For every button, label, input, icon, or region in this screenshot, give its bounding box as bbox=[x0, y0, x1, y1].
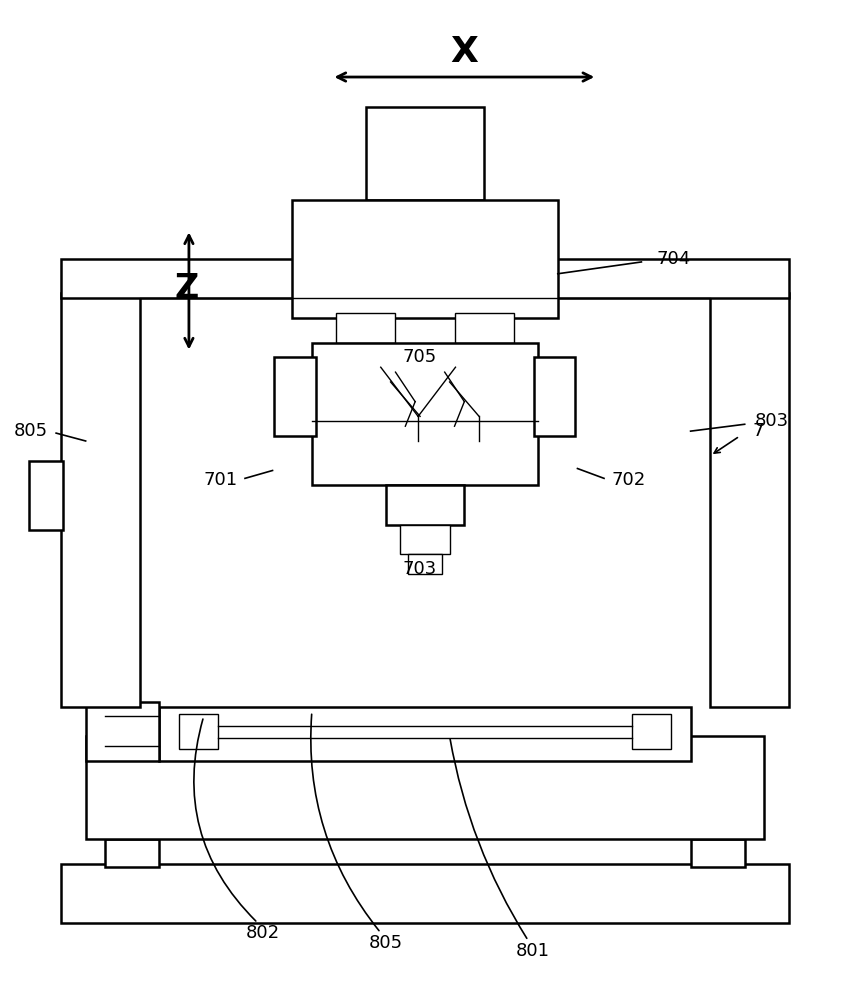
Bar bbox=[29, 461, 63, 530]
Bar bbox=[312, 343, 538, 485]
Text: 7: 7 bbox=[752, 422, 764, 440]
Bar bbox=[61, 864, 789, 923]
Text: 805: 805 bbox=[14, 422, 48, 440]
Bar bbox=[400, 525, 450, 554]
Bar bbox=[386, 485, 464, 525]
Bar bbox=[292, 200, 558, 318]
Bar bbox=[690, 839, 745, 867]
Bar bbox=[408, 554, 442, 574]
Text: 802: 802 bbox=[246, 924, 280, 942]
Bar bbox=[61, 259, 789, 298]
Text: 803: 803 bbox=[755, 412, 789, 430]
Bar bbox=[105, 839, 160, 867]
Bar bbox=[61, 293, 139, 707]
Bar bbox=[337, 313, 395, 343]
Bar bbox=[632, 714, 671, 749]
Bar bbox=[711, 293, 789, 707]
Bar bbox=[179, 714, 218, 749]
Bar bbox=[160, 707, 690, 761]
Text: 702: 702 bbox=[612, 471, 646, 489]
Text: 805: 805 bbox=[369, 934, 403, 952]
Text: 703: 703 bbox=[403, 560, 437, 578]
Text: 801: 801 bbox=[516, 942, 550, 960]
Text: 705: 705 bbox=[403, 348, 437, 366]
Bar bbox=[455, 313, 513, 343]
Text: 704: 704 bbox=[656, 250, 690, 268]
Bar bbox=[534, 357, 575, 436]
Text: X: X bbox=[450, 35, 479, 69]
Bar bbox=[366, 107, 484, 200]
Text: 701: 701 bbox=[204, 471, 238, 489]
Bar bbox=[275, 357, 316, 436]
Text: Z: Z bbox=[174, 272, 199, 305]
Bar bbox=[86, 702, 160, 761]
Bar bbox=[86, 736, 764, 839]
